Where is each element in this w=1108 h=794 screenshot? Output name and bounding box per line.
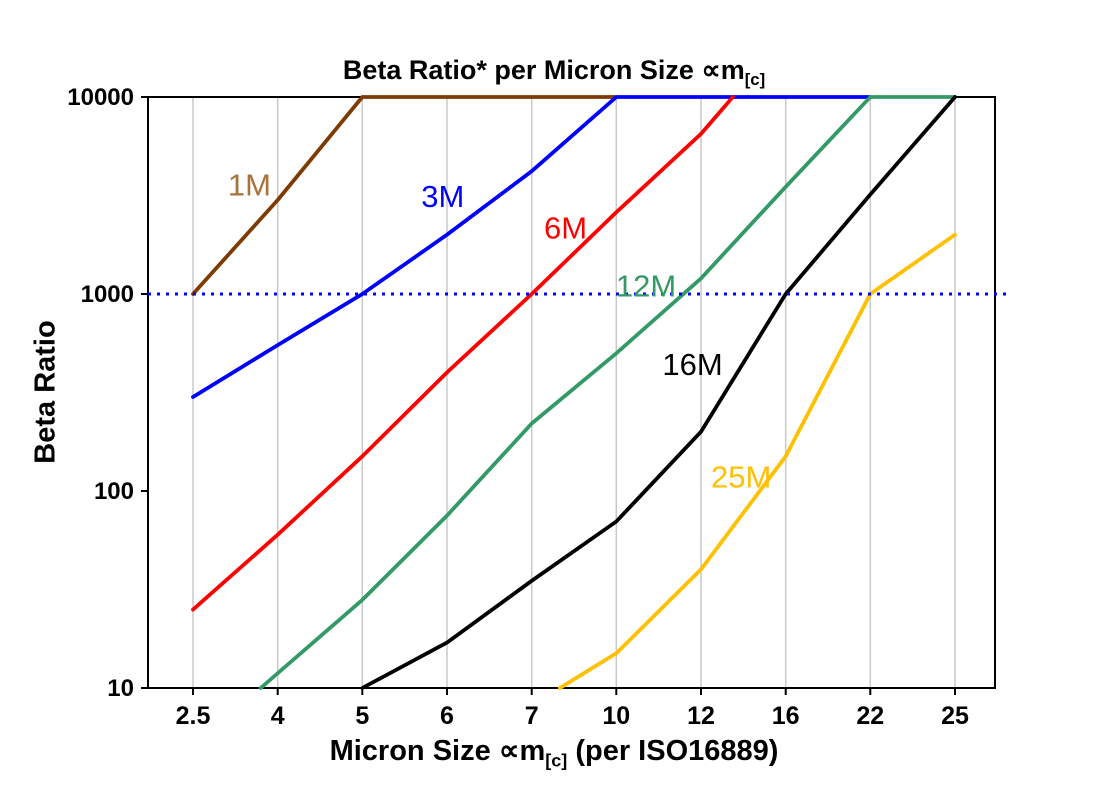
series-line-12M [258,95,957,690]
series-line-1M [191,95,619,296]
x-axis-title-text: Micron Size [329,735,499,767]
x-tick-label: 7 [525,702,539,730]
x-axis-title-subscript: [c] [545,750,568,771]
x-tick-label: 6 [440,702,454,730]
x-axis-title: Micron Size ∝m[c] (per ISO16889) [0,733,1108,771]
series-label-25M: 25M [711,460,771,495]
y-axis-title: Beta Ratio [29,320,62,464]
chart-title-text: Beta Ratio* per Micron Size [342,55,702,85]
x-tick-label: 5 [355,702,369,730]
series-line-6M [191,95,735,612]
series-label-12M: 12M [616,269,676,304]
x-tick-label: 22 [856,702,884,730]
x-tick-label: 12 [687,702,715,730]
series-line-16M [360,95,957,690]
series-label-1M: 1M [228,168,271,203]
series-line-3M [191,95,873,399]
y-tick-label: 10000 [67,84,134,111]
x-tick-label: 4 [271,702,285,730]
series-line-25M [558,232,957,690]
chart-title: Beta Ratio* per Micron Size ∝m[c] [0,55,1108,90]
x-tick-label: 10 [602,702,630,730]
x-tick-label: 16 [772,702,800,730]
x-tick-label: 2.5 [176,702,211,730]
series-label-3M: 3M [421,179,464,214]
series-label-6M: 6M [544,211,587,246]
x-axis-title-suffix: (per ISO16889) [567,735,779,767]
y-tick-label: 10 [107,675,134,702]
y-tick-label: 100 [94,478,134,505]
x-axis-title-symbol: ∝m [498,735,546,767]
chart-title-subscript: [c] [744,69,766,89]
y-tick-label: 1000 [81,281,134,308]
series-label-16M: 16M [662,347,722,382]
chart-title-symbol: ∝m [701,55,745,85]
x-tick-label: 25 [941,702,969,730]
